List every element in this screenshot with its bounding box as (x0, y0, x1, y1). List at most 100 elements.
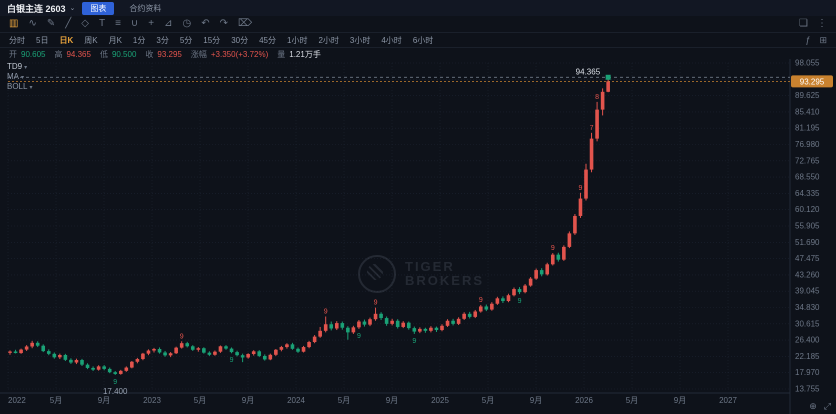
more-menu-icon[interactable]: ⋮ (817, 18, 827, 29)
timeframe-5日[interactable]: 5日 (36, 35, 49, 45)
svg-text:55.905: 55.905 (795, 222, 820, 231)
candlestick-chart-area[interactable]: 98.05593.84089.62585.41081.19576.98072.7… (0, 59, 836, 414)
window-layout-icon[interactable]: ❏ (799, 18, 808, 29)
svg-text:5月: 5月 (626, 396, 638, 405)
zoom-in-icon[interactable]: ⊕ (809, 401, 817, 411)
svg-text:2023: 2023 (143, 396, 161, 405)
svg-text:9月: 9月 (242, 396, 254, 405)
timeframe-6小时[interactable]: 6小时 (412, 35, 434, 45)
timeframe-30分[interactable]: 30分 (231, 35, 249, 45)
svg-text:76.980: 76.980 (795, 140, 820, 149)
svg-text:39.045: 39.045 (795, 287, 820, 296)
timeframe-group: 分时 5日 日K 周K 月K 1分 3分 5分 15分 30分 45分 1小时 2小时 3小时 4小时 6小时 (9, 35, 433, 46)
timeframe-1分[interactable]: 1分 (132, 35, 146, 45)
volume-value: 1.21万手 (289, 50, 321, 59)
svg-text:8: 8 (595, 94, 599, 101)
timeframe-3小时[interactable]: 3小时 (349, 35, 371, 45)
candlestick-chart-canvas[interactable]: 98.05593.84089.62585.41081.19576.98072.7… (0, 59, 836, 414)
svg-text:89.625: 89.625 (795, 91, 820, 100)
crosshair-icon[interactable]: + (148, 18, 155, 29)
shapes-icon[interactable]: ◇ (81, 18, 89, 29)
text-tool-icon[interactable]: T (98, 18, 106, 29)
timeframe-5分[interactable]: 5分 (179, 35, 193, 45)
svg-text:93.295: 93.295 (800, 77, 825, 86)
svg-text:26.400: 26.400 (795, 336, 820, 345)
timeframe-日K[interactable]: 日K (59, 35, 74, 45)
low-label: 低 (99, 50, 108, 59)
open-label: 开 (9, 50, 17, 59)
ruler-icon[interactable]: ⊿ (164, 18, 173, 29)
toolbar-right-group: ❏ ⋮ (799, 19, 827, 29)
svg-text:2026: 2026 (575, 396, 593, 405)
svg-text:9: 9 (551, 245, 555, 252)
svg-text:5月: 5月 (194, 396, 206, 405)
drawing-pencil-icon[interactable]: ✎ (46, 18, 56, 29)
svg-text:9: 9 (518, 298, 522, 305)
svg-text:9: 9 (230, 357, 234, 364)
svg-text:5月: 5月 (50, 396, 62, 405)
low-value: 90.500 (111, 50, 137, 59)
svg-text:2024: 2024 (287, 396, 305, 405)
change-label: 涨幅 (190, 50, 207, 59)
grid-view-icon[interactable]: ⊞ (819, 34, 827, 45)
high-label: 高 (54, 50, 63, 59)
tab-chart[interactable]: 图表 (82, 1, 115, 15)
magnet-icon[interactable]: ∪ (130, 18, 139, 29)
svg-text:72.765: 72.765 (795, 156, 820, 165)
indicator-td9[interactable]: TD9 ▾ (7, 62, 28, 71)
instrument-title[interactable]: 白银主连 2603 (7, 3, 66, 14)
quote-summary-bar: 开 90.605 高 94.365 低 90.500 收 93.295 涨幅 +… (0, 48, 836, 61)
svg-text:2027: 2027 (719, 396, 737, 405)
svg-text:60.120: 60.120 (795, 205, 820, 214)
svg-text:68.550: 68.550 (795, 173, 820, 182)
svg-text:98.055: 98.055 (795, 59, 820, 68)
indicator-ma[interactable]: MA ▾ (7, 72, 25, 81)
svg-text:9: 9 (357, 333, 361, 340)
svg-text:17.970: 17.970 (795, 368, 820, 377)
svg-text:34.830: 34.830 (795, 303, 820, 312)
open-value: 90.605 (21, 50, 46, 59)
indicator-fx-icon[interactable]: ƒ (805, 34, 811, 45)
fibonacci-icon[interactable]: ≡ (115, 18, 121, 29)
svg-text:47.475: 47.475 (795, 254, 820, 263)
trend-line-icon[interactable]: ╱ (65, 18, 72, 29)
close-value: 93.295 (157, 50, 182, 59)
redo-icon[interactable]: ↷ (219, 18, 228, 29)
delete-icon[interactable]: ⌦ (238, 18, 253, 29)
kline-type-icon[interactable]: ▥ (9, 18, 19, 29)
svg-text:5月: 5月 (482, 396, 494, 405)
timeframe-45分[interactable]: 45分 (259, 35, 276, 45)
svg-text:43.260: 43.260 (795, 270, 820, 279)
timeframe-2小时[interactable]: 2小时 (318, 35, 339, 45)
svg-text:64.335: 64.335 (795, 189, 820, 198)
timeframe-1小时[interactable]: 1小时 (287, 35, 308, 45)
drawing-toolbar: ▥ ∿ ✎ ╱ ◇ T ≡ ∪ + ⊿ ◷ ↶ ↷ ⌦ ❏ ⋮ (0, 16, 836, 32)
chevron-down-icon[interactable]: ⌄ (69, 5, 76, 12)
volume-label: 量 (277, 50, 286, 59)
undo-icon[interactable]: ↶ (201, 18, 210, 29)
svg-text:2022: 2022 (8, 396, 26, 405)
svg-text:9: 9 (374, 300, 378, 307)
svg-text:81.195: 81.195 (795, 124, 820, 133)
svg-text:94.365: 94.365 (576, 67, 601, 76)
tab-contract-info[interactable]: 合约资料 (129, 3, 162, 13)
chart-corner-controls: ⊕ ⤢ (809, 401, 831, 412)
timeframe-4小时[interactable]: 4小时 (381, 35, 402, 45)
indicator-boll[interactable]: BOLL ▾ (7, 82, 33, 91)
svg-text:9月: 9月 (530, 396, 542, 405)
svg-text:9: 9 (113, 379, 117, 386)
line-chart-icon[interactable]: ∿ (28, 18, 37, 29)
timeframe-周K[interactable]: 周K (84, 35, 98, 45)
clock-icon[interactable]: ◷ (182, 18, 192, 29)
svg-text:51.690: 51.690 (795, 238, 820, 247)
timeframe-3分[interactable]: 3分 (156, 35, 169, 45)
timeframe-15分[interactable]: 15分 (203, 35, 221, 45)
expand-icon[interactable]: ⤢ (823, 401, 831, 411)
svg-text:30.615: 30.615 (795, 319, 820, 328)
timeframe-分时[interactable]: 分时 (9, 35, 25, 45)
svg-text:9: 9 (324, 309, 328, 316)
timeframe-月K[interactable]: 月K (108, 35, 122, 45)
svg-text:9: 9 (412, 338, 416, 345)
svg-text:13.755: 13.755 (795, 385, 820, 394)
svg-text:9: 9 (479, 297, 483, 304)
